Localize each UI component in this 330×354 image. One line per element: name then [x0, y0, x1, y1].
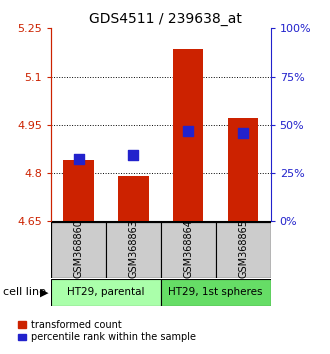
Text: GSM368864: GSM368864 — [183, 219, 193, 278]
Bar — [173, 49, 203, 221]
Point — [241, 130, 246, 136]
Bar — [51, 222, 106, 278]
Legend: transformed count, percentile rank within the sample: transformed count, percentile rank withi… — [18, 320, 196, 342]
Text: GSM368863: GSM368863 — [128, 219, 139, 278]
Text: GSM368865: GSM368865 — [238, 219, 248, 278]
Text: cell line: cell line — [3, 287, 46, 297]
Text: GSM368860: GSM368860 — [74, 219, 83, 278]
Bar — [216, 222, 271, 278]
Text: ▶: ▶ — [40, 287, 49, 297]
Bar — [118, 176, 148, 221]
Bar — [51, 279, 161, 306]
Text: HT29, parental: HT29, parental — [67, 287, 145, 297]
Bar — [161, 222, 216, 278]
Bar — [106, 222, 161, 278]
Bar — [228, 118, 258, 221]
Bar — [161, 279, 271, 306]
Bar — [63, 160, 94, 221]
Point — [76, 156, 81, 161]
Point — [186, 129, 191, 134]
Point — [131, 153, 136, 158]
Text: HT29, 1st spheres: HT29, 1st spheres — [169, 287, 263, 297]
Text: GDS4511 / 239638_at: GDS4511 / 239638_at — [88, 12, 242, 27]
